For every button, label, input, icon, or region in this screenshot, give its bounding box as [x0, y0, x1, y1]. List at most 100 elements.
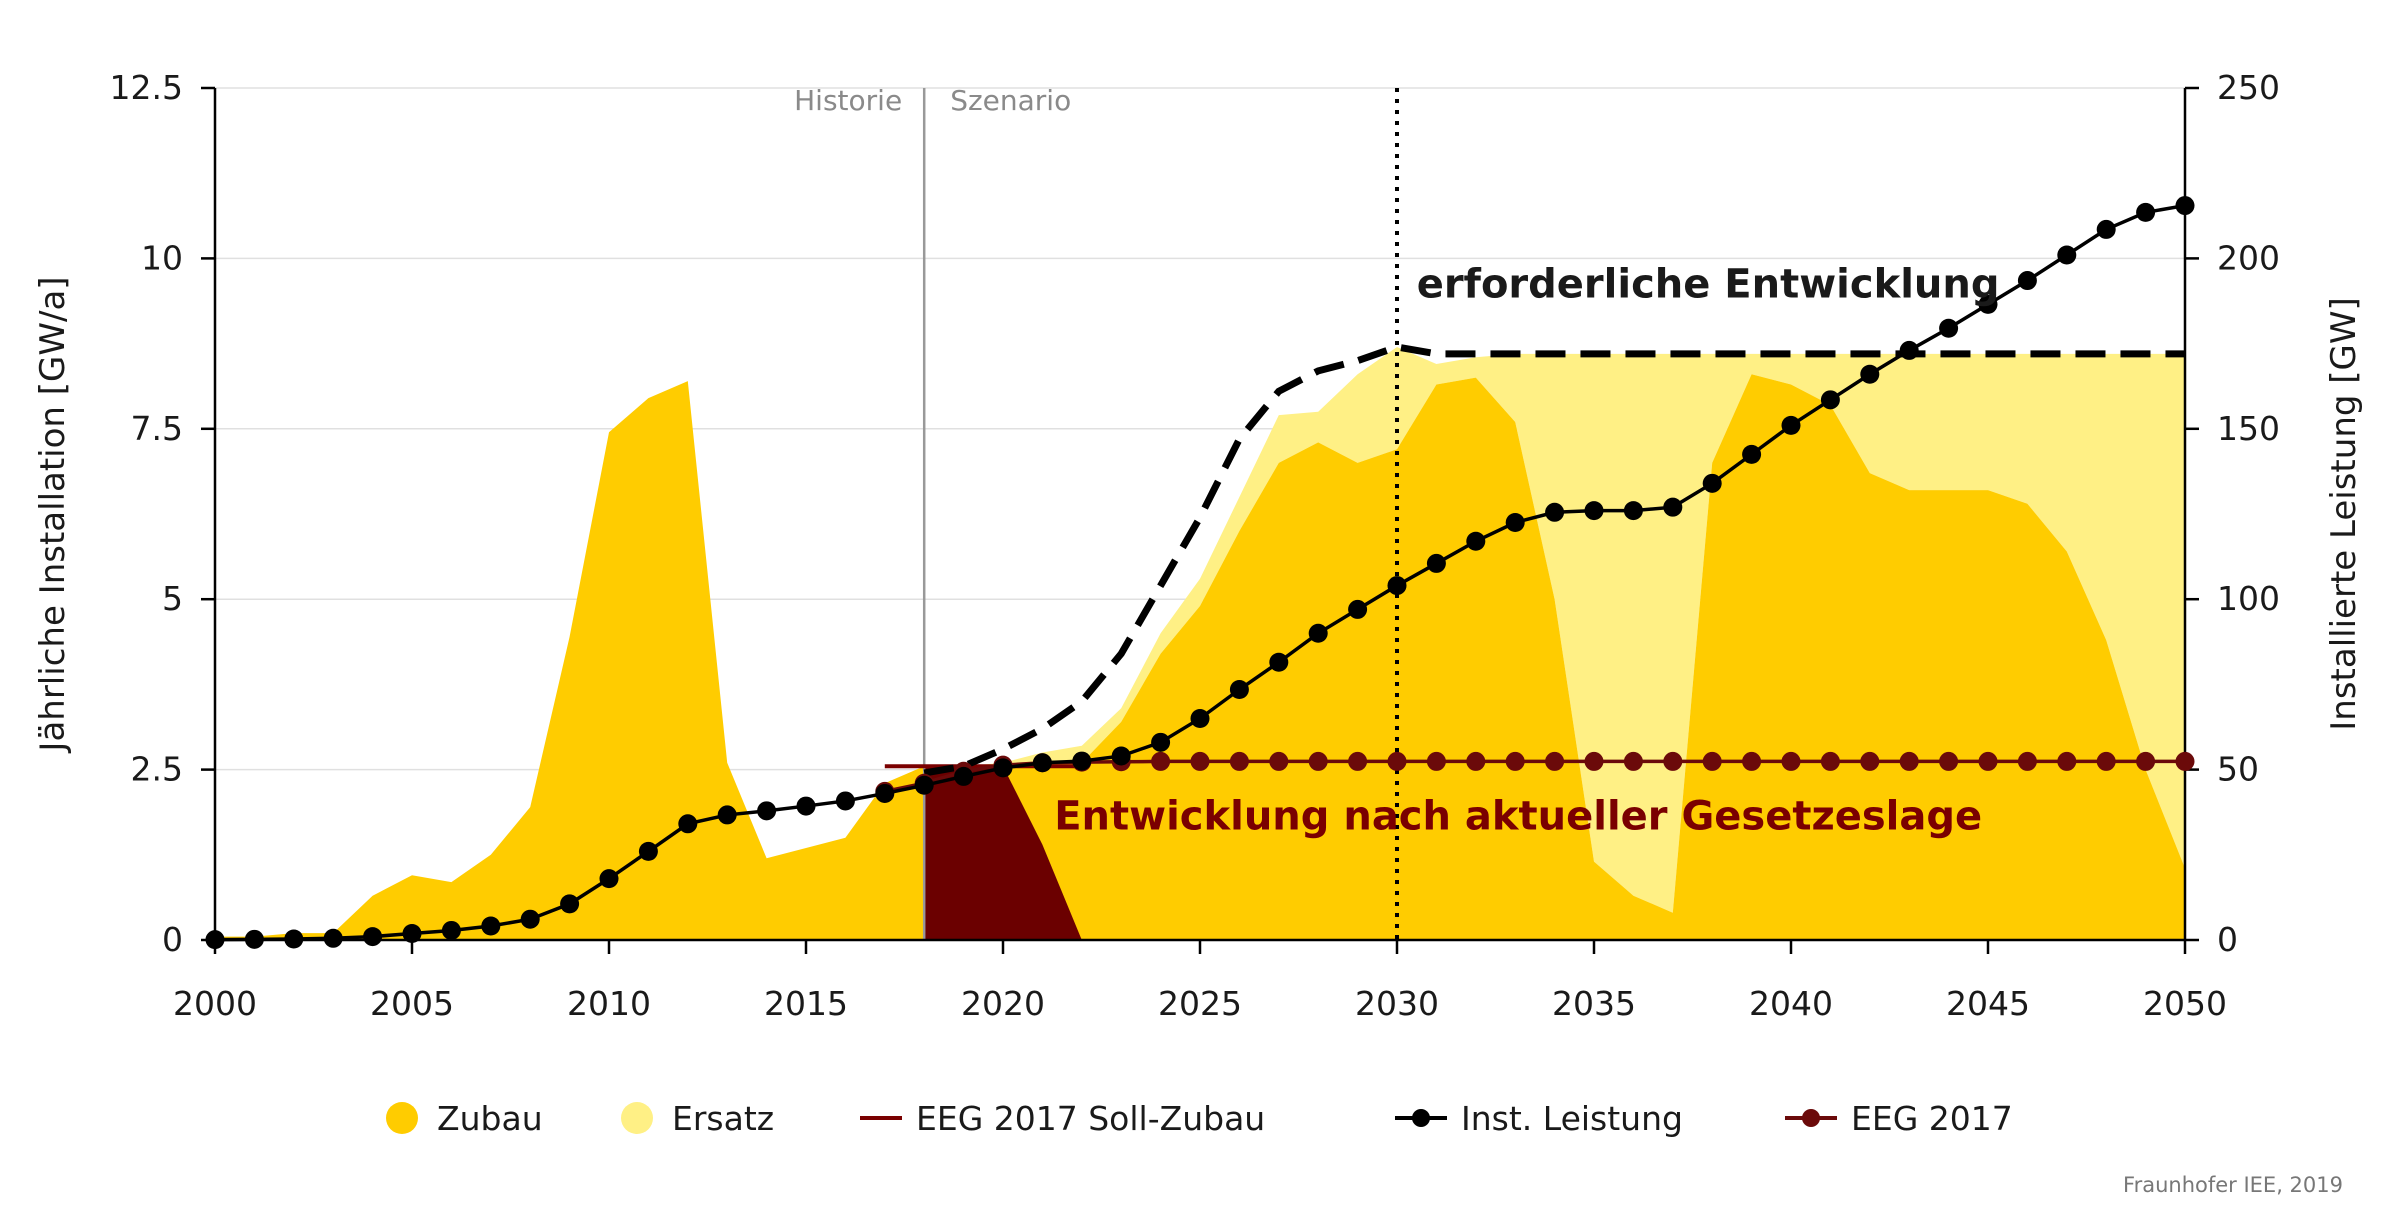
- y-right-tick-label: 250: [2217, 68, 2280, 107]
- inst-leistung-point: [875, 783, 895, 803]
- eeg2017-point: [1978, 751, 1998, 771]
- legend-swatch-dot: [1802, 1109, 1820, 1127]
- inst-leistung-point: [1899, 340, 1919, 360]
- inst-leistung-point: [1348, 599, 1368, 619]
- inst-leistung-point: [599, 869, 619, 889]
- eeg2017-point: [2175, 751, 2195, 771]
- eeg2017-point: [1348, 751, 1368, 771]
- eeg2017-point: [1742, 751, 1762, 771]
- y-left-tick-label: 0: [162, 920, 183, 959]
- szenario-label: Szenario: [950, 84, 1071, 117]
- eeg2017-point: [1663, 751, 1683, 771]
- legend-label: Zubau: [437, 1099, 543, 1138]
- x-tick-label: 2005: [370, 984, 454, 1023]
- eeg2017-point: [2057, 751, 2077, 771]
- y-right-tick-label: 200: [2217, 238, 2280, 277]
- inst-leistung-point: [560, 894, 580, 914]
- eeg2017-point: [1505, 751, 1525, 771]
- eeg2017-zubau-area: [924, 766, 1082, 940]
- inst-leistung-point: [244, 929, 264, 949]
- x-tick-label: 2020: [961, 984, 1045, 1023]
- axes: 0 2.5 5 7.5 10 12.5 0 50 100 150 200 250 2000 2005 201…: [33, 68, 2364, 1023]
- eeg2017-point: [2017, 751, 2037, 771]
- inst-leistung-point: [2136, 202, 2156, 222]
- inst-leistung-point: [1742, 444, 1762, 464]
- legend-swatch-dot: [1412, 1109, 1430, 1127]
- x-tick-label: 2050: [2143, 984, 2227, 1023]
- inst-leistung-point: [1072, 751, 1092, 771]
- y-right-tick-label: 0: [2217, 920, 2238, 959]
- x-tick-label: 2015: [764, 984, 848, 1023]
- inst-leistung-point: [1820, 390, 1840, 410]
- inst-leistung-point: [1151, 732, 1171, 752]
- eeg2017-line: [884, 759, 2185, 794]
- y-left-tick-label: 10: [141, 238, 183, 277]
- eeg2017-point: [1151, 751, 1171, 771]
- inst-leistung-point: [1545, 502, 1565, 522]
- y-left-tick-label: 2.5: [131, 750, 183, 789]
- reference-lines: [922, 88, 1399, 940]
- eeg2017-point: [1426, 751, 1446, 771]
- erforderliche-entwicklung-line: [923, 343, 2185, 777]
- inst-leistung-point: [1466, 531, 1486, 551]
- inst-leistung-point: [2096, 219, 2116, 239]
- inst-leistung-point: [757, 801, 777, 821]
- inst-leistung-point: [1229, 680, 1249, 700]
- inst-leistung-point: [402, 924, 422, 944]
- inst-leistung-point: [323, 928, 343, 948]
- y-left-axis-title: Jährliche Installation [GW/a]: [33, 276, 73, 753]
- inst-leistung-point: [993, 758, 1013, 778]
- y-right-tick-label: 100: [2217, 579, 2280, 618]
- inst-leistung-point: [1190, 708, 1210, 728]
- inst-leistung-point: [441, 920, 461, 940]
- inst-leistung-point: [678, 814, 698, 834]
- inst-leistung-point: [284, 929, 304, 949]
- legend-swatch: [386, 1102, 418, 1134]
- legend: Zubau Ersatz EEG 2017 Soll-Zubau Inst. Leis…: [386, 1099, 2343, 1197]
- credit-text: Fraunhofer IEE, 2019: [2123, 1173, 2343, 1197]
- eeg2017-point: [1702, 751, 1722, 771]
- eeg2017-point: [2096, 751, 2116, 771]
- inst-leistung-point: [1584, 501, 1604, 521]
- annotation-erforderliche-entwicklung: erforderliche Entwicklung: [1417, 262, 2000, 308]
- eeg2017-point: [2136, 751, 2156, 771]
- eeg2017-point: [1781, 751, 1801, 771]
- y-right-axis-title: Installierte Leistung [GW]: [2324, 297, 2364, 730]
- eeg2017-point: [1545, 751, 1565, 771]
- x-tick-label: 2030: [1355, 984, 1439, 1023]
- inst-leistung-point: [638, 841, 658, 861]
- eeg2017-point: [1820, 751, 1840, 771]
- inst-leistung-point: [835, 791, 855, 811]
- legend-swatch: [621, 1102, 653, 1134]
- inst-leistung-point: [914, 775, 934, 795]
- inst-leistung-point: [1978, 294, 1998, 314]
- inst-leistung-point: [2175, 196, 2195, 216]
- inst-leistung-point: [796, 796, 816, 816]
- historie-label: Historie: [794, 84, 902, 117]
- zubau-area: [215, 374, 2185, 941]
- y-right-tick-label: 50: [2217, 750, 2259, 789]
- legend-label: EEG 2017: [1851, 1099, 2013, 1138]
- y-left-tick-label: 12.5: [110, 68, 183, 107]
- legend-label: Ersatz: [672, 1099, 774, 1138]
- x-tick-label: 2025: [1158, 984, 1242, 1023]
- inst-leistung-point: [481, 916, 501, 936]
- line-layer: [205, 196, 2195, 950]
- inst-leistung-point: [1308, 623, 1328, 643]
- inst-leistung-point: [2017, 271, 2037, 291]
- y-right-tick-label: 150: [2217, 409, 2280, 448]
- eeg2017-point: [1939, 751, 1959, 771]
- x-tick-label: 2040: [1749, 984, 1833, 1023]
- inst-leistung-point: [1663, 497, 1683, 517]
- inst-leistung-point: [2057, 245, 2077, 265]
- inst-leistung-point: [1426, 553, 1446, 573]
- eeg2017-point: [1190, 751, 1210, 771]
- eeg2017-point: [1269, 751, 1289, 771]
- inst-leistung-point: [205, 930, 225, 950]
- inst-leistung-point: [1702, 473, 1722, 493]
- inst-leistung-point: [520, 909, 540, 929]
- inst-leistung-point: [954, 766, 974, 786]
- eeg2017-point: [1623, 751, 1643, 771]
- inst-leistung-point: [1623, 501, 1643, 521]
